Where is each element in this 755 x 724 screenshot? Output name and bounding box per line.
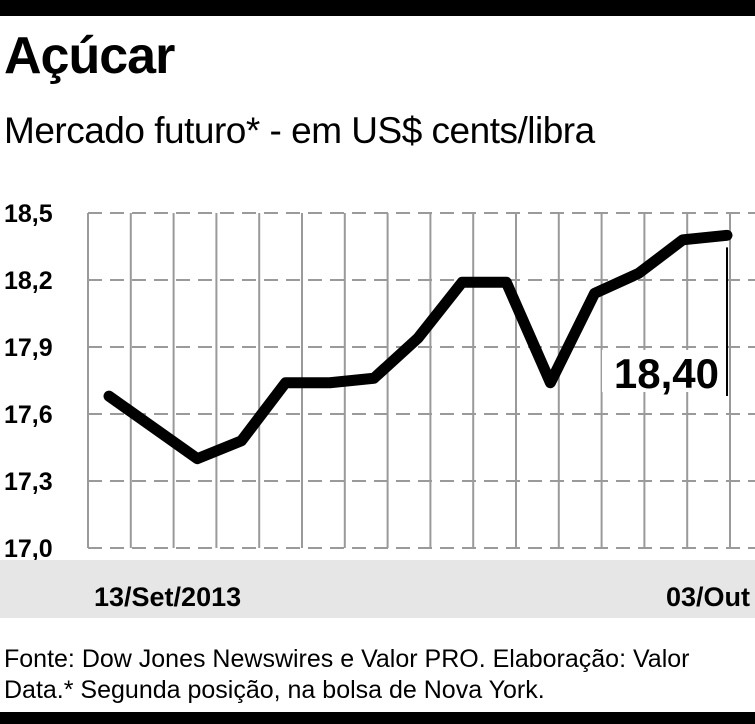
source-footnote: Fonte: Dow Jones Newswires e Valor PRO. … bbox=[4, 645, 690, 704]
x-tick-label-end: 03/Out bbox=[666, 582, 750, 612]
top-rule bbox=[0, 0, 755, 16]
series-layer bbox=[103, 229, 733, 465]
x-axis-band bbox=[0, 560, 755, 618]
annotation-layer: 18,40 bbox=[602, 247, 728, 397]
chart-title: Açúcar bbox=[4, 27, 175, 85]
y-tick-label: 18,2 bbox=[4, 267, 53, 295]
x-tick-label-start: 13/Set/2013 bbox=[94, 582, 241, 612]
y-tick-label: 17,0 bbox=[4, 535, 53, 563]
last-value-label: 18,40 bbox=[614, 350, 719, 397]
y-tick-label: 17,9 bbox=[4, 334, 53, 362]
y-tick-label: 17,6 bbox=[4, 401, 53, 429]
y-axis-ticks: 18,5 18,2 17,9 17,6 17,3 17,0 bbox=[4, 200, 53, 563]
y-tick-label: 17,3 bbox=[4, 468, 53, 496]
annotation-backdrop bbox=[602, 350, 720, 392]
y-tick-label: 18,5 bbox=[4, 200, 53, 228]
x-axis-ticks: 13/Set/2013 03/Out bbox=[94, 582, 750, 612]
bottom-rule bbox=[0, 712, 755, 724]
series-line bbox=[103, 229, 733, 465]
chart-subtitle: Mercado futuro* - em US$ cents/libra bbox=[4, 110, 595, 151]
chart-grid bbox=[87, 212, 755, 549]
